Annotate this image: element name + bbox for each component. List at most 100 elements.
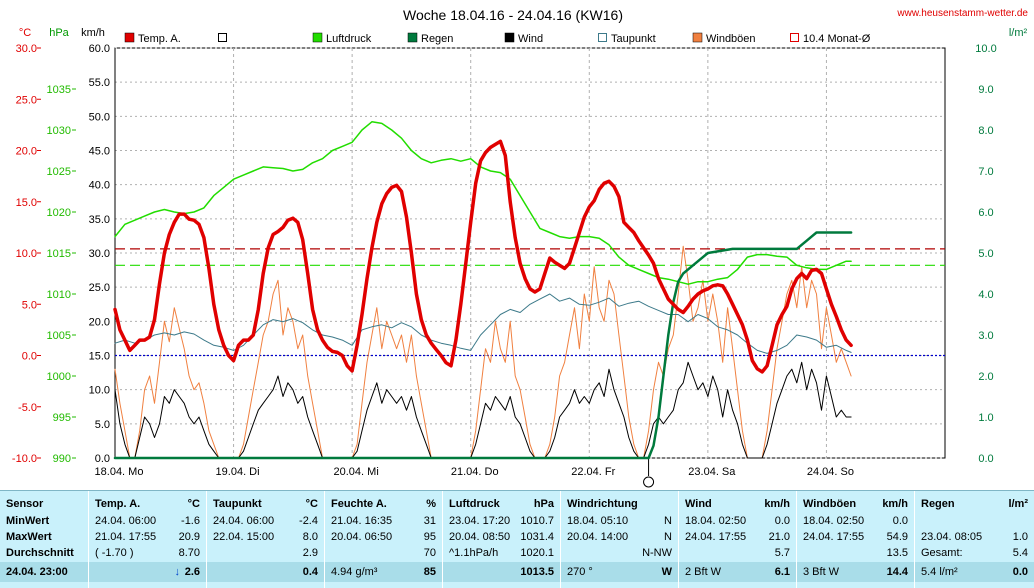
- pressure-tick-label: 1025: [47, 166, 71, 178]
- stats-time: 18.04. 05:10: [567, 515, 629, 527]
- stats-row: 5.4 l/m² 0.0: [915, 562, 1034, 582]
- stats-time: 21.04. 17:55: [95, 531, 157, 543]
- x-tick-label: 20.04. Mi: [334, 466, 379, 478]
- series-line-regen: [113, 231, 853, 460]
- stats-value: 1031.4: [520, 531, 554, 543]
- stats-row: Windböen km/h: [797, 496, 914, 512]
- stats-row: [915, 513, 1034, 529]
- temp-unit-label: °C: [19, 27, 31, 39]
- website-link[interactable]: www.heusenstamm-wetter.de: [896, 8, 1028, 19]
- temp-tick-label: 25.0: [16, 94, 37, 106]
- stats-row-label: MaxWert: [6, 531, 52, 543]
- stats-column-windb-en: Windböen km/h 18.04. 02:50 0.0 24.04. 17:55 5…: [796, 491, 914, 588]
- stats-value: 8.0: [302, 531, 318, 543]
- stats-unit: hPa: [533, 498, 554, 510]
- stats-time: ( -1.70 ): [95, 547, 134, 559]
- stats-current-value: 85: [423, 566, 436, 578]
- rain-tick-label: 0.0: [978, 453, 993, 465]
- stats-row-label: MinWert: [6, 515, 50, 527]
- legend-swatch: [407, 32, 418, 43]
- speed-tick-label: 25.0: [89, 282, 110, 294]
- stats-column-wind: Wind km/h 18.04. 02:50 0.0 24.04. 17:55 21.0 5…: [678, 491, 796, 588]
- temp-tick-label: 0.0: [22, 351, 37, 363]
- stats-time: ^1.1hPa/h: [449, 547, 499, 559]
- speed-unit-label: km/h: [81, 27, 105, 39]
- stats-row: N-NW: [561, 545, 678, 561]
- trend-arrow-icon: ↓: [174, 566, 181, 578]
- stats-unit: %: [426, 498, 436, 510]
- stats-current-extra: 270 °: [567, 566, 593, 578]
- speed-tick-label: 10.0: [89, 385, 110, 397]
- speed-tick-label: 35.0: [89, 214, 110, 226]
- rain-tick-label: 4.0: [978, 289, 993, 301]
- pressure-tick-label: 990: [53, 453, 71, 465]
- legend-label: Regen: [421, 33, 453, 45]
- stats-row: 18.04. 02:50 0.0: [797, 513, 914, 529]
- rain-tick-label: 7.0: [978, 166, 993, 178]
- stats-row: 18.04. 05:10 N: [561, 513, 678, 529]
- legend-swatch: [312, 32, 323, 43]
- stats-header: Wind: [685, 498, 712, 510]
- stats-value: -2.4: [299, 515, 318, 527]
- stats-row: 24.04. 06:00 -2.4: [207, 513, 324, 529]
- stats-row: Sensor: [0, 496, 88, 512]
- legend-swatch: [218, 33, 227, 42]
- stats-value: 20.9: [178, 531, 200, 543]
- pressure-tick-label: 1000: [47, 371, 71, 383]
- stats-value: 31: [423, 515, 436, 527]
- stats-header: Sensor: [6, 498, 44, 510]
- series-line-temp-a-: [113, 139, 853, 374]
- legend-label: 10.4 Monat-Ø: [803, 33, 871, 45]
- time-slider-handle[interactable]: [643, 476, 655, 488]
- stats-header: Taupunkt: [213, 498, 262, 510]
- pressure-tick-label: 1015: [47, 248, 71, 260]
- stats-row: 21.04. 17:55 20.9: [89, 529, 206, 545]
- statistics-panel: Sensor MinWert MaxWert Durchschnitt 24.04. 2…: [0, 490, 1034, 588]
- stats-unit: km/h: [764, 498, 790, 510]
- temp-tick-label: -5.0: [18, 402, 37, 414]
- stats-time: 18.04. 02:50: [685, 515, 747, 527]
- stats-unit: l/m²: [1008, 498, 1028, 510]
- speed-tick-label: 5.0: [95, 419, 110, 431]
- legend-label: Taupunkt: [611, 33, 656, 45]
- stats-column-sensor: Sensor MinWert MaxWert Durchschnitt 24.04. 2…: [0, 491, 88, 588]
- pressure-tick-label: 1030: [47, 125, 71, 137]
- stats-value: N-NW: [642, 547, 672, 559]
- stats-column-regen: Regen l/m² 23.04. 08:05 1.0 Gesamt: 5.4 5.4 l/…: [914, 491, 1034, 588]
- stats-row: 13.5: [797, 545, 914, 561]
- stats-value: 2.9: [302, 547, 318, 559]
- rain-tick-label: 6.0: [978, 207, 993, 219]
- speed-tick-label: 0.0: [95, 453, 110, 465]
- speed-tick-label: 60.0: [89, 43, 110, 55]
- temp-tick-label: 15.0: [16, 197, 37, 209]
- speed-tick-label: 15.0: [89, 351, 110, 363]
- stats-current-value: 0.4: [302, 566, 318, 578]
- stats-row: MinWert: [0, 513, 88, 529]
- stats-column-windrichtung: Windrichtung 18.04. 05:10 N 20.04. 14:00 N N-…: [560, 491, 678, 588]
- stats-time: 22.04. 15:00: [213, 531, 275, 543]
- stats-row: 2 Bft W 6.1: [679, 562, 796, 582]
- stats-unit: °C: [187, 498, 200, 510]
- stats-current-extra: 2 Bft W: [685, 566, 722, 578]
- stats-row: Luftdruck hPa: [443, 496, 560, 512]
- stats-row: Temp. A. °C: [89, 496, 206, 512]
- x-tick-label: 19.04. Di: [216, 466, 260, 478]
- stats-row: Taupunkt °C: [207, 496, 324, 512]
- stats-value: -1.6: [181, 515, 200, 527]
- stats-row: 23.04. 08:05 1.0: [915, 529, 1034, 545]
- speed-tick-label: 55.0: [89, 77, 110, 89]
- stats-current-extra: 4.94 g/m³: [331, 566, 378, 578]
- legend-swatch: [504, 32, 515, 43]
- stats-row: ( -1.70 ) 8.70: [89, 545, 206, 561]
- stats-row: ↓ 2.6: [89, 562, 206, 582]
- stats-unit: °C: [305, 498, 318, 510]
- legend-swatch: [692, 32, 703, 43]
- x-tick-label: 24.04. So: [807, 466, 854, 478]
- stats-time: 23.04. 17:20: [449, 515, 511, 527]
- speed-tick-label: 45.0: [89, 146, 110, 158]
- stats-row: 1013.5: [443, 562, 560, 582]
- stats-current-value: 6.1: [774, 566, 790, 578]
- x-tick-label: 22.04. Fr: [571, 466, 615, 478]
- stats-current-value: 0.0: [1012, 566, 1028, 578]
